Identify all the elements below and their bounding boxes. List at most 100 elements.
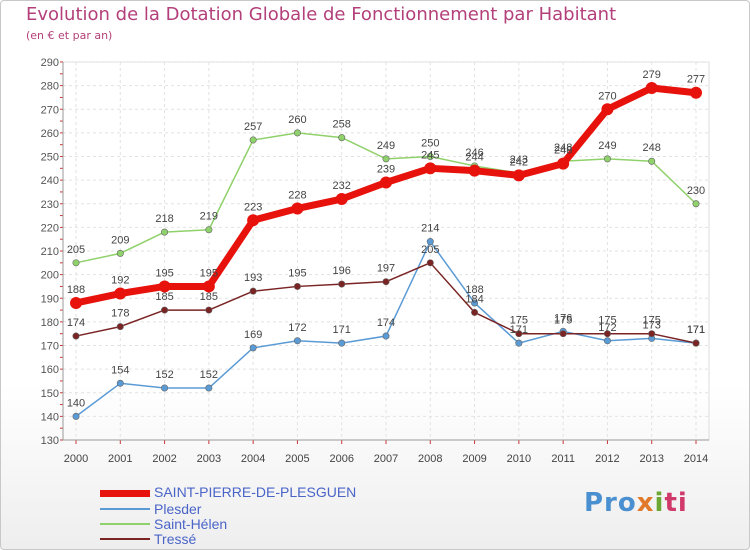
- x-tick-label: 2006: [329, 453, 353, 465]
- data-label: 174: [67, 317, 85, 329]
- legend-item-saint-pierre: SAINT-PIERRE-DE-PLESGUEN: [100, 484, 420, 502]
- logo-part-2: x: [636, 488, 655, 518]
- data-point: [426, 238, 434, 246]
- legend-label-saint-helen: Saint-Hélen: [154, 516, 228, 532]
- x-tick-label: 2010: [507, 453, 531, 465]
- data-point: [557, 157, 570, 170]
- legend-item-saint-helen: Saint-Hélen: [100, 516, 420, 534]
- data-label: 248: [643, 142, 661, 154]
- data-label: 257: [244, 121, 262, 133]
- y-tick-label: 160: [41, 364, 59, 376]
- data-point: [426, 259, 434, 267]
- x-tick-label: 2003: [197, 453, 221, 465]
- y-tick-label: 140: [41, 411, 59, 423]
- data-label: 248: [554, 145, 572, 157]
- data-point: [468, 164, 481, 177]
- data-label: 214: [421, 223, 439, 235]
- data-label: 205: [67, 244, 85, 256]
- y-tick-label: 230: [41, 199, 59, 211]
- x-tick-label: 2014: [684, 453, 708, 465]
- data-point: [249, 344, 257, 352]
- data-point: [382, 332, 390, 340]
- y-tick-label: 200: [41, 270, 59, 282]
- data-label: 277: [687, 74, 705, 86]
- data-point: [114, 287, 127, 300]
- data-point: [471, 299, 479, 307]
- axes: 1301401501601701801902002102202302402502…: [41, 57, 709, 465]
- data-point: [338, 134, 346, 142]
- data-point: [249, 287, 257, 295]
- x-tick-label: 2004: [241, 453, 265, 465]
- data-label: 188: [67, 284, 85, 296]
- data-point: [116, 323, 124, 331]
- data-point: [205, 226, 213, 234]
- y-tick-label: 270: [41, 104, 59, 116]
- data-label: 218: [155, 213, 173, 225]
- data-point: [601, 103, 614, 116]
- data-point: [202, 280, 215, 293]
- data-point: [603, 330, 611, 338]
- data-label: 246: [465, 147, 483, 159]
- data-point: [293, 282, 301, 290]
- data-point: [648, 330, 656, 338]
- data-label: 184: [465, 293, 483, 305]
- data-label: 174: [377, 317, 395, 329]
- data-point: [690, 86, 702, 99]
- x-tick-label: 2000: [64, 453, 88, 465]
- x-tick-label: 2012: [595, 453, 619, 465]
- data-label: 270: [598, 90, 616, 102]
- x-tick-label: 2005: [285, 453, 309, 465]
- data-point: [645, 81, 658, 94]
- logo-part-1: Pro: [584, 488, 637, 518]
- data-label: 195: [155, 267, 173, 279]
- data-label: 195: [288, 267, 306, 279]
- data-label: 192: [111, 275, 129, 287]
- data-label: 173: [643, 319, 661, 331]
- data-label: 249: [598, 140, 616, 152]
- data-label: 169: [244, 329, 262, 341]
- data-label: 248: [554, 142, 572, 154]
- legend-label-tresse: Tressé: [154, 531, 197, 547]
- data-point: [205, 384, 213, 392]
- data-point: [648, 157, 656, 165]
- data-label: 152: [155, 369, 173, 381]
- x-tick-label: 2011: [551, 453, 575, 465]
- legend-swatch-saint-pierre: [100, 490, 150, 497]
- data-label: 197: [377, 263, 395, 275]
- proxiti-logo: Proxiti: [584, 488, 688, 518]
- data-point: [692, 339, 700, 347]
- data-point: [116, 249, 124, 257]
- data-point: [338, 280, 346, 288]
- data-label: 175: [598, 315, 616, 327]
- data-label: 171: [510, 324, 528, 336]
- data-label: 245: [421, 149, 439, 161]
- data-label: 185: [200, 291, 218, 303]
- data-point: [380, 176, 392, 189]
- data-label: 232: [333, 180, 351, 192]
- y-tick-label: 190: [41, 293, 59, 305]
- grid-lines: [62, 61, 710, 441]
- data-point: [382, 155, 390, 163]
- data-label: 243: [510, 154, 528, 166]
- data-label: 250: [421, 138, 439, 150]
- y-tick-label: 130: [41, 435, 59, 447]
- y-tick-label: 250: [41, 152, 59, 164]
- data-point: [205, 306, 213, 314]
- data-label: 172: [288, 322, 306, 334]
- data-label: 185: [155, 291, 173, 303]
- data-point: [293, 337, 301, 345]
- data-label: 176: [554, 312, 572, 324]
- y-tick-label: 290: [41, 57, 59, 69]
- data-point: [116, 379, 124, 387]
- data-label: 258: [333, 119, 351, 131]
- x-tick-label: 2008: [418, 453, 442, 465]
- y-tick-label: 210: [41, 246, 59, 258]
- data-label: 230: [687, 185, 705, 197]
- data-point: [426, 153, 434, 161]
- x-tick-label: 2007: [374, 453, 398, 465]
- data-point: [72, 259, 80, 267]
- data-point: [559, 330, 567, 338]
- data-label: 228: [288, 189, 306, 201]
- data-point: [249, 136, 257, 144]
